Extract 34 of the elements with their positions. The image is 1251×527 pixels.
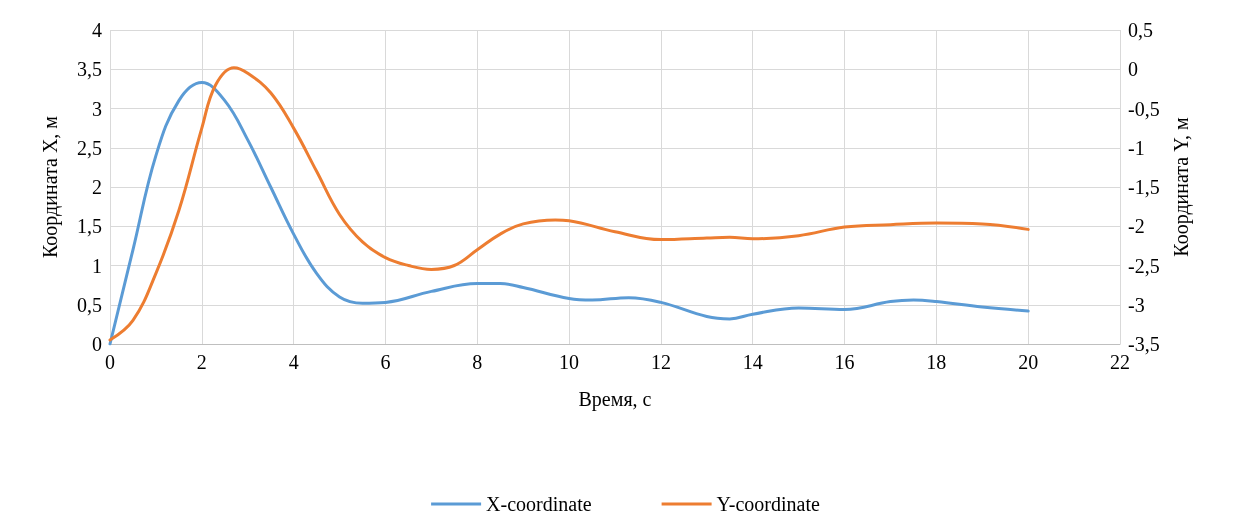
y-tick-label: 2,5	[77, 136, 102, 159]
y2-tick-label: -2,5	[1128, 254, 1160, 277]
x-tick-label: 2	[196, 351, 207, 373]
y2-tick-label: -2	[1128, 215, 1145, 238]
x-tick-label: 14	[742, 351, 763, 373]
y2-tick-label: -1	[1128, 136, 1145, 159]
y-tick-label: 3,5	[77, 58, 102, 81]
x-tick-label: 10	[559, 351, 580, 373]
legend-label: Y-coordinate	[716, 493, 821, 515]
y2-tick-label: -1,5	[1128, 176, 1160, 198]
y-tick-label: 3	[92, 97, 102, 120]
y-tick-label: 4	[92, 19, 102, 41]
x-tick-label: 20	[1018, 351, 1039, 373]
y-tick-label: 1,5	[77, 215, 102, 238]
y2-tick-label: 0	[1128, 58, 1138, 81]
x-tick-label: 18	[926, 351, 947, 373]
legend-label: X-coordinate	[486, 493, 592, 515]
x-tick-label: 12	[650, 351, 671, 373]
y2-tick-label: -0,5	[1128, 97, 1160, 120]
x-tick-label: 22	[1110, 351, 1130, 373]
x-tick-label: 16	[834, 351, 855, 373]
y-tick-label: 0,5	[77, 293, 102, 316]
y2-tick-label: 0,5	[1128, 19, 1153, 41]
x-tick-label: 8	[472, 351, 483, 373]
y-axis-title: Координата X, м	[39, 115, 62, 258]
y2-tick-label: -3	[1128, 293, 1145, 316]
y-tick-label: 1	[92, 254, 102, 277]
y-tick-label: 0	[92, 333, 102, 355]
y2-tick-label: -3,5	[1128, 333, 1160, 355]
x-tick-label: 4	[288, 351, 299, 373]
y2-axis-title: Координата Y, м	[1169, 116, 1193, 257]
y-tick-label: 2	[92, 176, 102, 198]
x-tick-label: 6	[380, 351, 391, 373]
x-axis-title: Время, с	[578, 388, 652, 411]
